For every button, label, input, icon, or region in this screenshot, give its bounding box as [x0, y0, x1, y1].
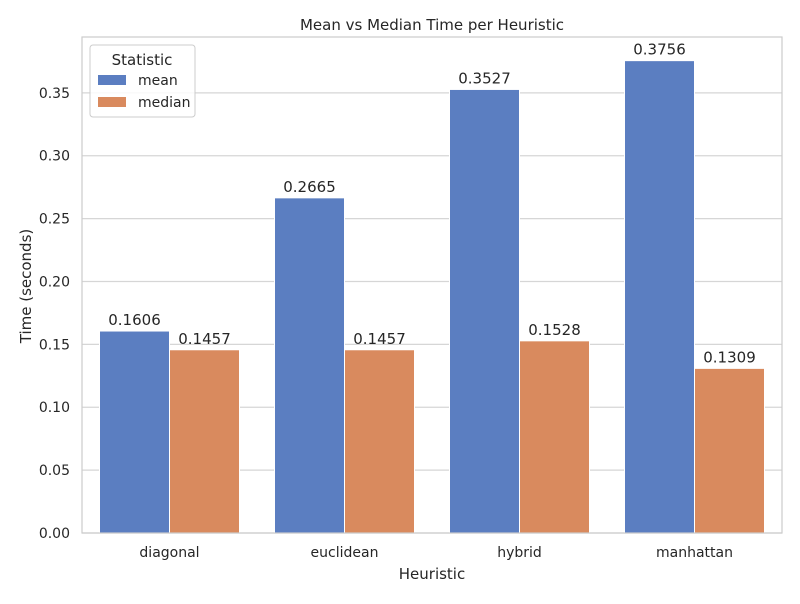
y-tick-label: 0.10 [39, 400, 70, 416]
data-label-median-manhattan: 0.1309 [703, 348, 756, 366]
bar-median-manhattan [694, 367, 765, 534]
data-label-median-hybrid: 0.1528 [528, 321, 581, 339]
bar-median-diagonal [169, 349, 240, 534]
legend: Statistic mean median [89, 44, 196, 118]
data-label-median-diagonal: 0.1457 [178, 330, 231, 348]
axes-layer: 0.00 0.05 0.10 0.15 0.20 0.25 0.30 0.35 diagonal… [39, 36, 783, 561]
y-tick-label: 0.15 [39, 337, 70, 353]
x-tick-label-manhattan: manhattan [656, 545, 733, 561]
data-labels-layer: 0.1606 0.2665 0.3527 0.3756 0.1457 0.1457 0.15… [108, 41, 756, 367]
legend-label-mean: mean [138, 73, 178, 89]
legend-title: Statistic [112, 51, 173, 69]
data-label-mean-euclidean: 0.2665 [283, 178, 336, 196]
x-tick-label-hybrid: hybrid [497, 545, 542, 561]
bar-mean-diagonal [99, 330, 170, 534]
y-tick-label: 0.00 [39, 526, 70, 542]
legend-label-median: median [138, 95, 190, 111]
bar-mean-manhattan [624, 60, 695, 534]
data-label-mean-manhattan: 0.3756 [633, 41, 686, 59]
data-label-mean-diagonal: 0.1606 [108, 311, 161, 329]
plot-frame [81, 36, 783, 534]
x-tick-label-euclidean: euclidean [311, 545, 379, 561]
bar-mean-euclidean [274, 197, 345, 534]
y-axis-title: Time (seconds) [17, 229, 35, 345]
bar-mean-hybrid [449, 88, 520, 534]
legend-swatch-mean [98, 75, 126, 85]
legend-swatch-median [98, 97, 126, 107]
bar-median-hybrid [519, 340, 590, 534]
chart-title: Mean vs Median Time per Heuristic [300, 16, 564, 34]
y-tick-label: 0.25 [39, 212, 70, 228]
y-tick-label: 0.05 [39, 463, 70, 479]
x-axis-title: Heuristic [399, 565, 465, 583]
x-tick-label-diagonal: diagonal [139, 545, 199, 561]
bars-layer [99, 60, 765, 534]
data-label-median-euclidean: 0.1457 [353, 330, 406, 348]
data-label-mean-hybrid: 0.3527 [458, 69, 511, 87]
y-tick-label: 0.35 [39, 86, 70, 102]
y-tick-label: 0.20 [39, 274, 70, 290]
y-tick-label: 0.30 [39, 149, 70, 165]
bar-median-euclidean [344, 349, 415, 534]
